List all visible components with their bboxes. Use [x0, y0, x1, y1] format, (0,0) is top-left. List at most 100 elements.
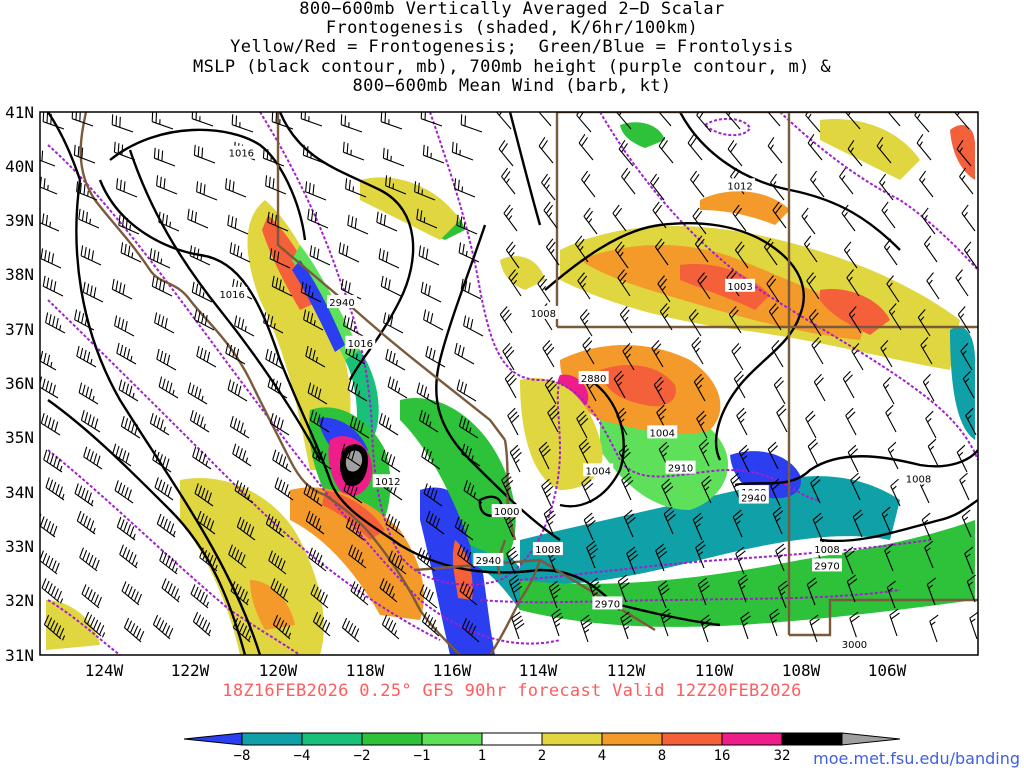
height-label-8: 3000: [839, 637, 870, 651]
shade-ut-orange-2: [700, 191, 790, 225]
wind-barb: [268, 550, 287, 575]
wind-barb: [230, 581, 250, 606]
wind-barb-shape: [884, 543, 894, 572]
wind-barb: [120, 242, 142, 263]
wind-barb-shape: [914, 112, 930, 133]
wind-barb-shape: [421, 611, 440, 637]
wind-barb: [690, 170, 705, 198]
wind-barb: [269, 413, 290, 436]
wind-barb-shape: [612, 204, 627, 232]
wind-barb-shape: [457, 544, 476, 569]
wind-barb-shape: [156, 175, 178, 195]
wind-barb: [460, 278, 482, 300]
wind-barb: [302, 144, 325, 164]
wind-barb: [267, 211, 289, 232]
shade-east-teal: [950, 326, 975, 440]
wind-barb: [451, 141, 474, 161]
wind-barb-shape: [300, 281, 322, 303]
wind-barb: [305, 345, 326, 368]
wind-barb: [848, 306, 862, 334]
mslp-label-text: 1008: [531, 309, 556, 320]
wind-barb-shape: [733, 370, 746, 399]
wind-barb: [118, 379, 139, 402]
wind-barb-shape: [228, 544, 247, 569]
wind-barb-shape: [845, 112, 861, 130]
wind-barb-shape: [582, 337, 595, 365]
wind-barb: [773, 376, 786, 405]
wind-barb-shape: [806, 272, 820, 300]
wind-barb: [964, 546, 974, 575]
wind-barb: [916, 133, 932, 161]
wind-barb: [416, 382, 437, 405]
wind-barb-shape: [421, 446, 441, 470]
wind-barb-shape: [697, 577, 710, 606]
colorbar-label-8: 8: [658, 748, 666, 764]
wind-barb-shape: [42, 275, 64, 297]
wind-barb-shape: [156, 348, 177, 371]
wind-barb: [738, 444, 750, 473]
wind-barb: [419, 584, 438, 609]
wind-barb: [341, 617, 360, 643]
credit-link[interactable]: moe.met.fsu.edu/banding: [813, 749, 1020, 768]
wind-barb: [929, 614, 939, 643]
wind-barb-shape: [506, 546, 519, 575]
wind-barb-shape: [577, 272, 591, 300]
shade-ut-red-2: [820, 289, 890, 335]
wind-barb: [732, 509, 744, 538]
wind-barb: [767, 136, 783, 164]
wind-barb: [621, 472, 634, 501]
wind-barb: [734, 241, 749, 269]
wind-barb-shape: [456, 379, 477, 402]
wind-barb: [343, 480, 363, 504]
wind-barb-shape: [769, 608, 780, 637]
wind-barb: [274, 477, 294, 501]
wind-barb: [807, 438, 819, 467]
wind-barb: [111, 278, 133, 300]
wind-barb-shape: [501, 167, 516, 195]
wind-barbs: [40, 112, 978, 643]
wind-barb: [496, 112, 512, 130]
wind-barb-shape: [844, 546, 855, 575]
wind-barb: [852, 509, 864, 538]
wind-barb: [388, 550, 407, 575]
wind-barb: [270, 578, 289, 603]
wind-barb-shape: [499, 306, 513, 334]
wind-barb: [196, 181, 218, 201]
wind-barb-shape: [839, 167, 854, 195]
wind-barb: [921, 512, 932, 541]
wind-barb-shape: [380, 112, 403, 130]
wind-barb: [663, 506, 676, 535]
wind-barb: [83, 611, 106, 638]
wind-barb-shape: [579, 309, 593, 337]
wind-barb-shape: [192, 611, 212, 637]
wind-barb-shape: [732, 509, 744, 538]
wind-barb-shape: [76, 510, 96, 535]
chart-title: 800−600mb Vertically Averaged 2−D Scalar…: [0, 0, 1024, 96]
wind-barb: [810, 170, 825, 198]
wind-barb-shape: [418, 245, 440, 266]
wind-barb-shape: [548, 580, 561, 609]
wind-barb-shape: [420, 281, 442, 303]
wind-barb-shape: [698, 438, 710, 467]
wind-barb: [40, 176, 58, 195]
wind-barb-shape: [960, 343, 973, 371]
wind-barb-shape: [614, 241, 629, 269]
wind-barb: [236, 516, 256, 541]
wind-barb-shape: [850, 472, 861, 501]
wind-barb-shape: [734, 241, 749, 269]
wind-barb: [886, 275, 900, 303]
wind-barb: [733, 370, 746, 399]
wind-barb: [887, 441, 899, 470]
wind-barb: [763, 238, 778, 266]
wind-barb-shape: [926, 272, 940, 300]
wind-barb-shape: [501, 472, 514, 501]
wind-barb-shape: [503, 204, 518, 232]
wind-barb: [381, 449, 401, 473]
wind-barb-shape: [929, 614, 939, 643]
wind-barb: [348, 544, 367, 569]
wind-barb-shape: [692, 512, 704, 541]
wind-barb: [378, 248, 400, 269]
wind-barb-shape: [653, 376, 666, 405]
colorbar-box-8: [661, 732, 723, 746]
wind-barb-shape: [422, 144, 445, 164]
